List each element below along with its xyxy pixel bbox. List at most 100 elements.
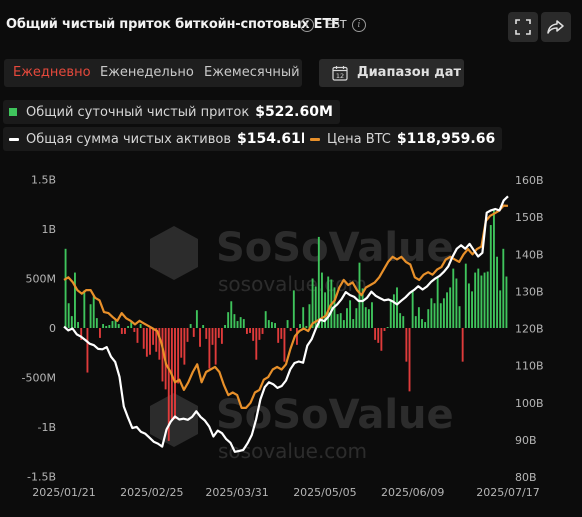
legend-btc[interactable]: Цена BTC $118,959.66 bbox=[304, 127, 503, 151]
inflow-bar bbox=[452, 268, 455, 328]
info-icon[interactable]: i bbox=[300, 18, 314, 32]
inflow-bar bbox=[474, 272, 477, 328]
inflow-bar bbox=[314, 286, 317, 328]
inflow-bar bbox=[405, 328, 408, 362]
btc-price-line bbox=[63, 204, 509, 409]
inflow-bar bbox=[245, 328, 248, 334]
inflow-bar bbox=[242, 319, 245, 328]
inflow-bar bbox=[220, 328, 223, 344]
inflow-bar bbox=[77, 322, 80, 328]
x-tick-label: 2025/01/21 bbox=[32, 486, 95, 499]
period-selector: Ежедневно Еженедельно Ежемесячный bbox=[4, 59, 302, 87]
inflow-bar bbox=[64, 248, 67, 328]
legend-assets-label: Общая сумма чистых активов bbox=[26, 131, 232, 147]
timezone-info-icon[interactable]: i bbox=[352, 18, 366, 32]
y-left-tick-label: -500M bbox=[22, 372, 56, 385]
fullscreen-button[interactable] bbox=[508, 12, 538, 42]
inflow-bar bbox=[152, 328, 155, 345]
inflow-bar bbox=[461, 328, 464, 362]
inflow-bar bbox=[346, 308, 348, 328]
inflow-bar bbox=[477, 268, 480, 328]
inflow-bar bbox=[424, 322, 427, 328]
inflow-bar bbox=[130, 322, 133, 328]
inflow-bar bbox=[436, 276, 439, 328]
y-right-tick-label: 160B bbox=[515, 174, 544, 187]
inflow-bar bbox=[296, 328, 298, 345]
inflow-bar bbox=[352, 319, 355, 328]
inflow-bar bbox=[339, 313, 342, 328]
inflow-bar bbox=[286, 320, 289, 328]
inflow-bar bbox=[299, 324, 302, 328]
inflow-bar bbox=[374, 328, 377, 340]
inflow-bar bbox=[467, 283, 470, 328]
tab-monthly[interactable]: Ежемесячный bbox=[204, 65, 300, 80]
inflow-bar bbox=[277, 328, 280, 343]
inflow-bar bbox=[414, 316, 417, 328]
inflow-bar bbox=[389, 299, 392, 328]
inflow-bar bbox=[192, 328, 195, 337]
inflow-bar bbox=[430, 298, 433, 328]
inflow-bar bbox=[367, 309, 370, 328]
inflow-bar bbox=[111, 321, 114, 328]
inflow-bar bbox=[108, 325, 111, 328]
legend-inflow[interactable]: Общий суточный чистый приток $522.60M bbox=[3, 100, 340, 124]
inflow-bar bbox=[249, 328, 251, 333]
inflow-bar bbox=[336, 314, 339, 328]
inflow-bar bbox=[324, 292, 327, 328]
inflow-bar bbox=[442, 298, 445, 328]
inflow-bar bbox=[114, 319, 117, 328]
x-axis: 2025/01/21 2025/02/25 2025/03/31 2025/05/05… bbox=[32, 486, 539, 499]
x-tick-label: 2025/05/05 bbox=[293, 486, 356, 499]
x-tick-label: 2025/02/25 bbox=[120, 486, 183, 499]
inflow-bar bbox=[355, 308, 358, 328]
inflow-bar bbox=[361, 288, 364, 328]
legend-inflow-label: Общий суточный чистый приток bbox=[26, 104, 250, 120]
inflow-bar bbox=[158, 328, 161, 360]
tab-weekly[interactable]: Еженедельно bbox=[100, 65, 194, 80]
inflow-bar bbox=[489, 225, 492, 328]
inflow-bar bbox=[305, 326, 308, 328]
inflow-bar bbox=[455, 278, 458, 328]
y-left-tick-label: 500M bbox=[26, 273, 57, 286]
inflow-bar bbox=[492, 209, 495, 328]
legend-assets-value: $154.61B bbox=[237, 131, 312, 147]
inflow-bar bbox=[227, 312, 230, 328]
legend-assets[interactable]: Общая сумма чистых активов $154.61B bbox=[3, 127, 319, 151]
inflow-bar bbox=[349, 300, 352, 328]
inflow-bar bbox=[496, 256, 498, 328]
share-button[interactable] bbox=[541, 12, 571, 42]
legend-swatch-btc bbox=[310, 137, 320, 141]
chart-title: Общий чистый приток биткойн-спотовых ETF bbox=[6, 17, 340, 32]
inflow-bar bbox=[86, 328, 89, 373]
inflow-bar bbox=[327, 276, 330, 328]
tab-daily[interactable]: Ежедневно bbox=[13, 65, 91, 80]
inflow-bar bbox=[446, 292, 448, 328]
inflow-bar bbox=[236, 321, 239, 328]
legend-btc-value: $118,959.66 bbox=[396, 131, 496, 147]
inflow-bar bbox=[292, 290, 295, 328]
inflow-bar bbox=[502, 248, 505, 328]
inflow-bar bbox=[342, 320, 345, 328]
inflow-bar bbox=[274, 323, 276, 328]
inflow-bar bbox=[189, 324, 192, 328]
inflow-bar bbox=[289, 328, 292, 331]
inflow-bar bbox=[233, 314, 236, 328]
inflow-bar bbox=[217, 328, 220, 338]
inflow-bar bbox=[252, 328, 255, 341]
date-range-button[interactable]: 12 Диапазон дат bbox=[319, 59, 464, 87]
inflow-bar bbox=[358, 262, 361, 328]
watermark-brand: SoSoValue bbox=[216, 225, 454, 271]
date-range-label: Диапазон дат bbox=[357, 65, 462, 80]
inflow-bar bbox=[399, 313, 402, 328]
inflow-bar bbox=[80, 328, 83, 340]
inflow-bar bbox=[230, 301, 233, 328]
inflow-bar bbox=[302, 307, 305, 328]
x-tick-label: 2025/06/09 bbox=[381, 486, 444, 499]
expand-icon bbox=[515, 19, 531, 35]
inflow-bar bbox=[317, 236, 320, 328]
inflow-bar bbox=[264, 311, 267, 328]
legend-swatch-assets bbox=[9, 137, 19, 141]
calendar-day: 12 bbox=[336, 72, 344, 80]
